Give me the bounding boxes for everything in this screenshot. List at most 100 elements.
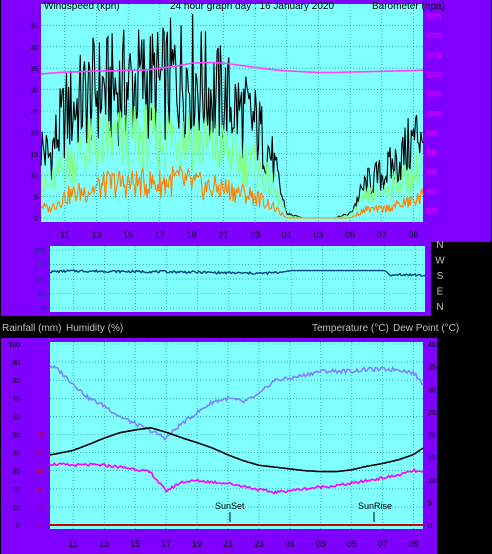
x-tick-label: 13 (99, 539, 109, 549)
left-tick-label: 5 (34, 195, 38, 202)
windspeed-axis-title: Windspeed (kph) (44, 1, 120, 12)
x-tick-label: 23 (254, 539, 264, 549)
direction-tick-label: 360 (34, 248, 46, 255)
temperature-tick-label: 20 (428, 433, 436, 440)
left-tick-label: 30 (30, 88, 38, 95)
right-tick-label: 1025 (426, 14, 442, 21)
x-tick-label: 21 (223, 539, 233, 549)
x-tick-label: 07 (378, 539, 388, 549)
right-tick-label: 1010 (426, 72, 442, 79)
wind-axis-labels: 0510152025303540459759809859909951000100… (30, 14, 441, 240)
rainfall-axis-title: Rainfall (mm) (2, 323, 61, 334)
humidity-tick-label: 80 (12, 378, 20, 385)
left-tick-label: 40 (30, 45, 38, 52)
rainfall-tick-label: 20 (36, 451, 44, 458)
direction-tick-label: 0 (42, 306, 46, 313)
temp-axis-labels: 0102030405060708090100051015202505101520… (8, 342, 436, 549)
x-tick-label: 17 (161, 539, 171, 549)
right-tick-label: 995 (426, 130, 438, 137)
temperature-tick-label: 0 (428, 523, 432, 530)
x-tick-label: 11 (69, 539, 78, 549)
temperature-tick-label: 10 (428, 478, 436, 485)
left-tick-label: 25 (30, 109, 38, 116)
left-tick-label: 45 (30, 23, 38, 30)
direction-tick-label: 180 (34, 277, 46, 284)
x-tick-label: 09 (409, 539, 419, 549)
right-tick-label: 1005 (426, 91, 442, 98)
humidity-tick-label: 40 (12, 451, 20, 458)
windspeed-low-line (40, 165, 424, 219)
humidity-tick-label: 100 (8, 342, 20, 349)
sunset-label: SunSet (215, 501, 245, 511)
left-tick-label: 35 (30, 66, 38, 73)
right-tick-label: 990 (426, 150, 438, 157)
x-tick-label: 05 (345, 230, 355, 240)
x-tick-label: 23 (250, 230, 260, 240)
humidity-tick-label: 60 (12, 414, 20, 421)
direction-letter: W (435, 256, 445, 267)
windspeed-gust-line (40, 13, 424, 219)
barometer-axis-title: Barometer (hpa) (372, 1, 445, 12)
dewpoint-line (49, 461, 424, 495)
x-tick-label: 19 (192, 539, 202, 549)
x-tick-label: 15 (123, 230, 133, 240)
humidity-tick-label: 90 (12, 360, 20, 367)
x-tick-label: 01 (285, 539, 295, 549)
direction-grid (50, 246, 425, 312)
rainfall-tick-label: 10 (36, 487, 44, 494)
humidity-tick-label: 0 (16, 523, 20, 530)
temperature-tick-label: 15 (428, 455, 436, 462)
graph-title: 24 hour graph day : 16 January 2020 (170, 1, 334, 12)
wind-series (40, 13, 424, 219)
temperature-tick-label: 30 (428, 387, 436, 394)
direction-letter: S (437, 271, 444, 282)
right-tick-label: 975 (426, 208, 438, 215)
humidity-axis-title: Humidity (%) (66, 323, 123, 334)
temperature-line (49, 426, 424, 473)
rainfall-tick-label: 25 (36, 433, 44, 440)
temperature-axis-title: Temperature (°C) (312, 323, 389, 334)
barometer-line (40, 61, 424, 75)
x-tick-label: 09 (408, 230, 418, 240)
direction-letter: N (436, 240, 443, 251)
x-tick-label: 17 (155, 230, 165, 240)
wind-direction-line (50, 269, 426, 277)
left-tick-label: 0 (34, 216, 38, 223)
x-tick-label: 19 (187, 230, 197, 240)
left-tick-label: 20 (30, 130, 38, 137)
x-tick-label: 03 (313, 230, 323, 240)
humidity-tick-label: 10 (12, 505, 20, 512)
humidity-line (49, 364, 424, 441)
temperature-tick-label: 25 (428, 410, 436, 417)
x-tick-label: 11 (60, 230, 69, 240)
temp-series (49, 364, 424, 526)
windspeed-avg-line (40, 103, 424, 219)
temperature-tick-label: 40 (428, 342, 436, 349)
x-tick-label: 07 (377, 230, 387, 240)
humidity-tick-label: 70 (12, 396, 20, 403)
direction-tick-label: 270 (34, 263, 46, 270)
temperature-tick-label: 5 (428, 500, 432, 507)
x-tick-label: 13 (91, 230, 101, 240)
direction-letter: N (436, 302, 443, 313)
direction-series (50, 269, 426, 277)
right-tick-label: 985 (426, 169, 438, 176)
right-tick-label: 1000 (426, 111, 442, 118)
right-tick-label: 1020 (426, 33, 442, 40)
left-tick-label: 15 (30, 152, 38, 159)
right-tick-label: 980 (426, 189, 438, 196)
humidity-tick-label: 50 (12, 433, 20, 440)
direction-tick-label: 90 (38, 292, 46, 299)
left-tick-label: 10 (30, 173, 38, 180)
x-tick-label: 21 (218, 230, 228, 240)
rainfall-tick-label: 15 (36, 469, 44, 476)
sunrise-label: SunRise (358, 501, 392, 511)
x-tick-label: 15 (130, 539, 140, 549)
dewpoint-axis-title: Dew Point (°C) (393, 323, 459, 334)
temperature-tick-label: 35 (428, 365, 436, 372)
x-tick-label: 01 (282, 230, 292, 240)
direction-letter: E (437, 287, 444, 298)
direction-axis-labels: 360 270 180 90 0 (34, 248, 46, 313)
